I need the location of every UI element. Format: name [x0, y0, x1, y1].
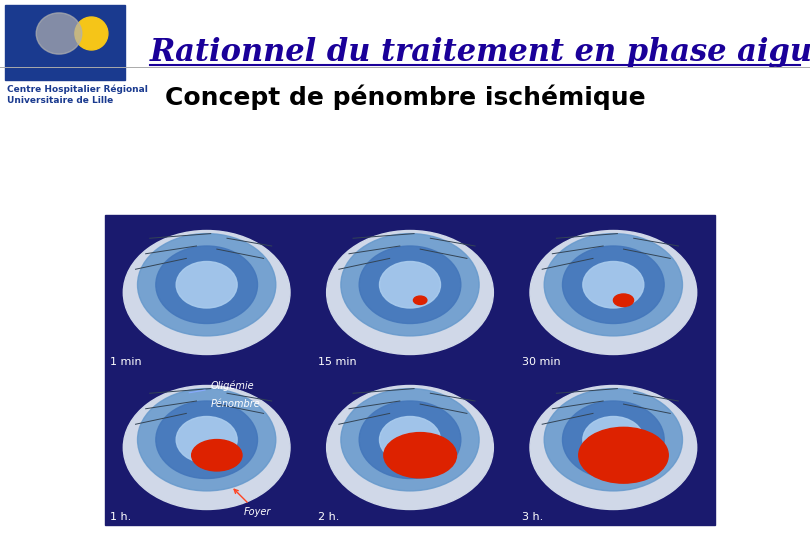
Ellipse shape: [156, 401, 258, 478]
Ellipse shape: [530, 386, 697, 510]
Ellipse shape: [583, 261, 644, 308]
Text: Centre Hospitalier Régional: Centre Hospitalier Régional: [7, 85, 148, 94]
Text: Universitaire de Lille: Universitaire de Lille: [7, 96, 113, 105]
Ellipse shape: [359, 246, 461, 323]
Text: 1 min: 1 min: [110, 357, 142, 367]
Ellipse shape: [613, 294, 633, 307]
Ellipse shape: [36, 13, 82, 54]
Ellipse shape: [579, 427, 668, 483]
Ellipse shape: [384, 433, 457, 478]
Text: Oligémie: Oligémie: [189, 380, 254, 393]
Ellipse shape: [326, 386, 493, 510]
Ellipse shape: [380, 261, 441, 308]
Text: 30 min: 30 min: [522, 357, 561, 367]
Text: Concept de pénombre ischémique: Concept de pénombre ischémique: [164, 85, 646, 111]
Ellipse shape: [176, 416, 237, 463]
Text: 2 h.: 2 h.: [318, 512, 339, 522]
Text: Rationnel du traitement en phase aiguë: Rationnel du traitement en phase aiguë: [150, 35, 810, 68]
Ellipse shape: [341, 389, 480, 491]
Text: Foyer: Foyer: [234, 489, 271, 517]
Ellipse shape: [341, 234, 480, 336]
Text: 3 h.: 3 h.: [522, 512, 543, 522]
Ellipse shape: [359, 401, 461, 478]
Ellipse shape: [123, 386, 290, 510]
Ellipse shape: [544, 389, 683, 491]
Ellipse shape: [544, 234, 683, 336]
Ellipse shape: [413, 296, 427, 305]
Ellipse shape: [326, 231, 493, 354]
Bar: [105, 215, 715, 525]
Ellipse shape: [138, 234, 275, 336]
Ellipse shape: [176, 261, 237, 308]
Ellipse shape: [192, 440, 242, 471]
Text: 1 h.: 1 h.: [110, 512, 131, 522]
Text: Pénombre: Pénombre: [211, 399, 261, 409]
Ellipse shape: [138, 389, 275, 491]
Ellipse shape: [562, 401, 664, 478]
Ellipse shape: [530, 231, 697, 354]
Ellipse shape: [583, 416, 644, 463]
Ellipse shape: [562, 246, 664, 323]
Ellipse shape: [156, 246, 258, 323]
Text: 15 min: 15 min: [318, 357, 357, 367]
Circle shape: [75, 17, 108, 50]
Bar: [5, 5, 125, 80]
Ellipse shape: [123, 231, 290, 354]
Ellipse shape: [380, 416, 441, 463]
